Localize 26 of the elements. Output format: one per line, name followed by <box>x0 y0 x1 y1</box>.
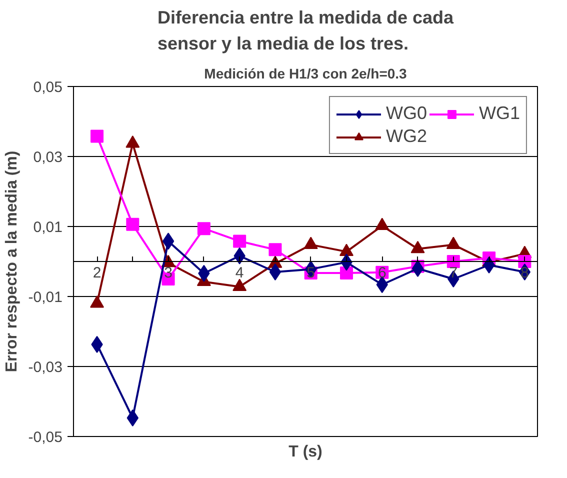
x-tick-label: 4 <box>235 264 244 282</box>
point <box>268 243 282 256</box>
x-tick-label: 2 <box>92 264 102 282</box>
y-tick-label: 0,01 <box>33 219 63 236</box>
legend-label: WG1 <box>478 103 520 124</box>
y-axis-title: Error respecto a la media (m) <box>3 150 20 372</box>
y-tick-label: 0,03 <box>33 149 63 166</box>
x-tick-label: 6 <box>378 264 386 282</box>
point <box>340 266 353 280</box>
point <box>126 218 140 231</box>
point <box>162 232 174 250</box>
y-tick-label: -0,03 <box>28 359 63 376</box>
y-tick-label: 0,05 <box>33 79 63 96</box>
point <box>412 260 424 277</box>
point <box>90 130 104 143</box>
y-tick-label: -0,01 <box>28 289 63 306</box>
x-tick-label: 8 <box>520 264 529 282</box>
chart-title: Diferencia entre la medida de cada sensor y la media de los tres. <box>157 8 455 54</box>
point <box>233 234 246 248</box>
legend-label: WG2 <box>386 126 427 147</box>
legend-label: WG0 <box>386 103 427 124</box>
point <box>269 264 282 280</box>
chart-subtitle: Medición de H1/3 con 2e/h=0.3 <box>204 66 408 82</box>
x-axis-title: T (s) <box>288 444 322 460</box>
point <box>197 222 210 236</box>
y-tick-label: -0,05 <box>28 429 63 446</box>
